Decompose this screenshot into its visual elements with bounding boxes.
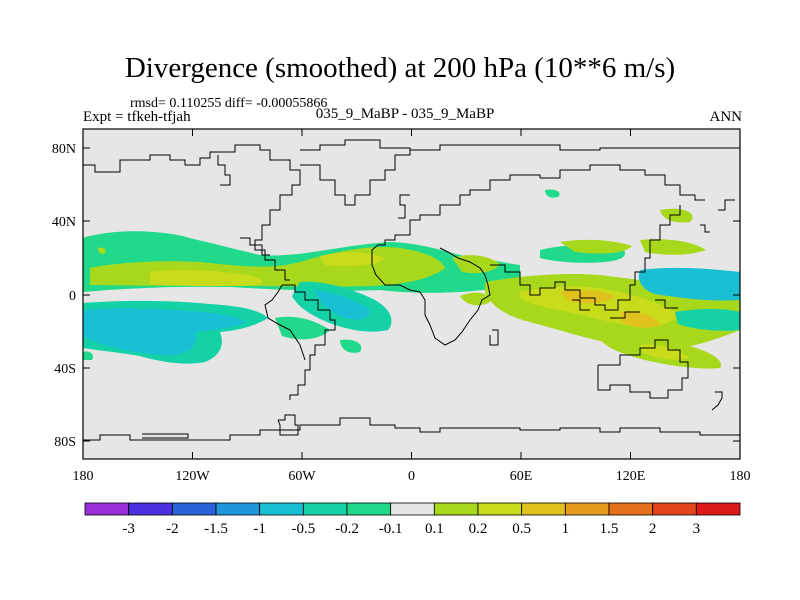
colorbar-label: 1 [562, 521, 570, 537]
coastline [300, 139, 411, 206]
field-region [675, 309, 740, 331]
colorbar-swatch [390, 502, 435, 516]
field-region [315, 290, 371, 320]
coastline [371, 244, 491, 346]
season-label: ANN [709, 109, 743, 125]
colorbar-label: -3 [122, 521, 135, 537]
lat-tick-label: 40S [54, 362, 76, 377]
coastline [83, 144, 301, 281]
colorbar-label: 3 [693, 521, 701, 537]
colorbar-label: 0.1 [425, 521, 444, 537]
colorbar-label: 2 [649, 521, 657, 537]
coastline [277, 414, 299, 436]
field-region [620, 311, 660, 328]
lon-tick-label: 60W [288, 469, 316, 484]
colorbar-label: -1.5 [204, 521, 228, 537]
field-region [150, 269, 263, 287]
field-region [638, 267, 740, 301]
coastline [572, 299, 590, 311]
field-region [320, 252, 385, 267]
coastline [610, 311, 640, 319]
lon-tick-label: 180 [73, 469, 94, 484]
colorbar-swatch [84, 502, 130, 516]
lon-tick-label: 120E [616, 469, 646, 484]
coastline [597, 339, 689, 399]
lat-tick-label: 80N [52, 142, 76, 157]
colorbar-swatch [608, 502, 654, 516]
case-label: 035_9_MaBP - 035_9_MaBP [315, 106, 495, 122]
coastline [410, 144, 740, 151]
coastline [264, 284, 306, 361]
colorbar-swatch [215, 502, 261, 516]
coastlines [83, 139, 740, 441]
longitude-ticks: 180 120W 60W 0 60E 120E 180 [73, 129, 751, 484]
coastline [83, 417, 740, 441]
field-region [460, 292, 490, 306]
colorbar-label: 1.5 [600, 521, 619, 537]
latitude-ticks: 80N 40N 0 40S 80S [52, 142, 740, 450]
coastline [489, 329, 499, 346]
colorbar-swatch [171, 502, 217, 516]
lon-tick-label: 120W [175, 469, 210, 484]
colorbar-label: -0.2 [335, 521, 359, 537]
field-region [545, 189, 560, 198]
lon-tick-label: 60E [510, 469, 533, 484]
coastline [217, 155, 231, 186]
field-region [115, 231, 190, 247]
divergence-field [83, 189, 740, 369]
colorbar-swatch [302, 502, 348, 516]
coastline [655, 299, 678, 309]
colorbar-swatch [259, 502, 304, 516]
colorbar-label: 0.2 [469, 521, 488, 537]
coastline [282, 284, 336, 400]
field-region [83, 351, 93, 360]
coastline [540, 164, 705, 201]
coastline [718, 199, 735, 211]
coastline [240, 237, 270, 256]
lat-tick-label: 0 [69, 289, 76, 304]
field-region [98, 247, 106, 254]
lon-tick-label: 0 [408, 469, 415, 484]
field-region [83, 308, 245, 356]
colorbar-swatch [564, 502, 610, 516]
coastline [398, 194, 410, 219]
stats-text: rmsd= 0.110255 diff= -0.00055866 [130, 96, 328, 111]
field-region [340, 339, 362, 353]
field-region [660, 208, 693, 223]
coastline [711, 391, 723, 411]
colorbar-swatch [128, 502, 173, 516]
lon-tick-label: 180 [730, 469, 751, 484]
colorbar-swatch [477, 502, 523, 516]
colorbar-label: -2 [166, 521, 179, 537]
colorbar-label: -0.5 [291, 521, 315, 537]
experiment-label: Expt = tfkeh-tfjah [83, 109, 191, 125]
field-region [640, 239, 706, 255]
colorbar-swatch [346, 502, 392, 516]
field-region [275, 316, 330, 340]
coastline [142, 433, 189, 439]
coastline [700, 224, 710, 233]
coastline [378, 174, 541, 246]
lat-tick-label: 40N [52, 215, 76, 230]
colorbar-label: -1 [253, 521, 266, 537]
coastline [490, 205, 681, 311]
colorbar: -3 -2 -1.5 -1 -0.5 -0.2 -0.1 0.1 0.2 0.5 1 1.5 2 3 [84, 502, 741, 537]
colorbar-swatch [652, 502, 697, 516]
colorbar-swatch [433, 502, 479, 516]
colorbar-swatch [695, 502, 741, 516]
colorbar-swatch [521, 502, 566, 516]
colorbar-label: -0.1 [379, 521, 403, 537]
plot-title: Divergence (smoothed) at 200 hPa (10**6 … [124, 52, 676, 84]
lat-tick-label: 80S [54, 435, 76, 450]
field-region [560, 239, 632, 254]
colorbar-label: 0.5 [512, 521, 531, 537]
